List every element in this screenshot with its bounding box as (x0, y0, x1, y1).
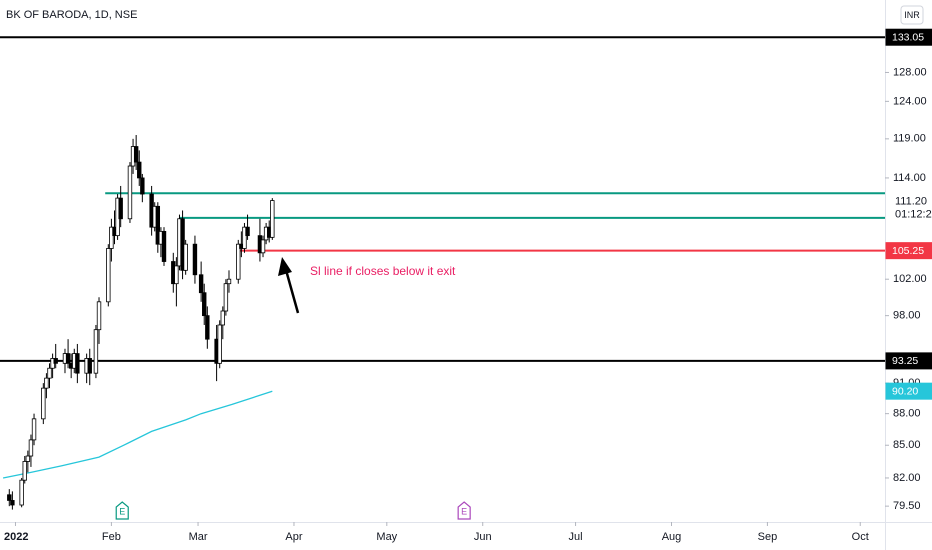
candle-body (7, 494, 12, 501)
candle-body (93, 329, 99, 374)
ma-tag-text: 90.20 (892, 385, 918, 397)
event-label: E (461, 506, 467, 516)
arrow-head (278, 257, 292, 276)
candle-body (127, 165, 133, 220)
x-tick-label: Sep (758, 531, 778, 543)
candle-body (260, 239, 266, 254)
candle-body (65, 353, 71, 364)
candle-body (220, 310, 225, 326)
candle-body (44, 377, 49, 389)
candle-body (96, 301, 102, 331)
moving-average (2, 390, 273, 479)
candle-body (106, 248, 111, 303)
price-line-tag (885, 28, 932, 46)
candle-body (28, 439, 34, 457)
candle-body (245, 226, 250, 237)
candle-body (75, 353, 80, 374)
annotation-arrow (278, 257, 300, 314)
candle-body (155, 205, 161, 245)
x-tick-label: Feb (102, 531, 121, 543)
candle-body (223, 283, 229, 312)
y-tick-label: 124.00 (893, 95, 927, 107)
candle-body (140, 177, 145, 195)
y-tick-label: 79.50 (893, 500, 921, 512)
event-label: E (119, 506, 125, 516)
price-line-tag-text: 105.25 (892, 245, 924, 257)
candle-body (137, 161, 142, 179)
candle-body (198, 274, 204, 294)
countdown-text: 01:12:28 (895, 208, 932, 220)
currency-label[interactable]: INR (904, 10, 920, 20)
candle-body (270, 200, 275, 238)
candle-body (53, 358, 58, 364)
annotation: Sl line if closes below it exit (310, 264, 456, 278)
candle-body (118, 197, 123, 220)
x-tick-label: Mar (189, 531, 208, 543)
candle-body (205, 315, 210, 340)
x-tick-label: 2022 (4, 531, 28, 543)
current-price-text: 111.20 (895, 195, 927, 207)
candle-body (161, 230, 167, 262)
event-marker (115, 501, 129, 520)
arrow-shaft (284, 269, 300, 314)
candle-body (10, 500, 15, 506)
y-tick-label: 102.00 (893, 273, 927, 285)
plot-area (0, 36, 885, 510)
candle-body (133, 146, 139, 163)
candle-body (47, 367, 52, 379)
candle-body (174, 265, 179, 285)
price-line-tag-text: 93.25 (892, 355, 918, 367)
x-tick-label: Oct (852, 531, 869, 543)
candle-body (31, 418, 37, 441)
candle-body (217, 324, 222, 364)
y-tick-label: 119.00 (893, 133, 926, 145)
currency-button[interactable] (900, 5, 924, 25)
candle-body (183, 243, 188, 271)
price-line-tag (885, 242, 932, 260)
x-tick-label: Aug (662, 531, 682, 543)
y-tick-label: 128.00 (893, 66, 927, 78)
event-marker (457, 501, 471, 520)
chart-title: BK OF BARODA, 1D, NSE (6, 9, 137, 21)
candle-body (242, 226, 247, 249)
y-tick-label: 98.00 (893, 310, 921, 322)
candle-body (87, 358, 92, 374)
candle-body (192, 243, 198, 276)
y-tick-label: 114.00 (893, 172, 926, 184)
y-tick-label: 82.00 (893, 472, 921, 484)
candle-body (22, 461, 27, 481)
x-tick-label: Apr (285, 531, 302, 543)
current-price-tag (886, 192, 932, 221)
candle-body (202, 292, 207, 317)
candle-body (25, 455, 31, 462)
candle-body (236, 243, 241, 280)
x-tick-label: Jul (569, 531, 583, 543)
price-line-tag (885, 352, 932, 370)
ma-tag (885, 382, 932, 400)
y-tick-label: 88.00 (893, 408, 921, 420)
price-line-tag-text: 133.05 (892, 31, 924, 43)
x-tick-label: Jun (474, 531, 492, 543)
candle-body (19, 479, 24, 506)
x-tick-label: May (376, 531, 397, 543)
y-tick-label: 85.00 (893, 439, 921, 451)
candle-body (109, 226, 114, 249)
candle-body (226, 278, 232, 285)
candle-body (41, 387, 46, 420)
